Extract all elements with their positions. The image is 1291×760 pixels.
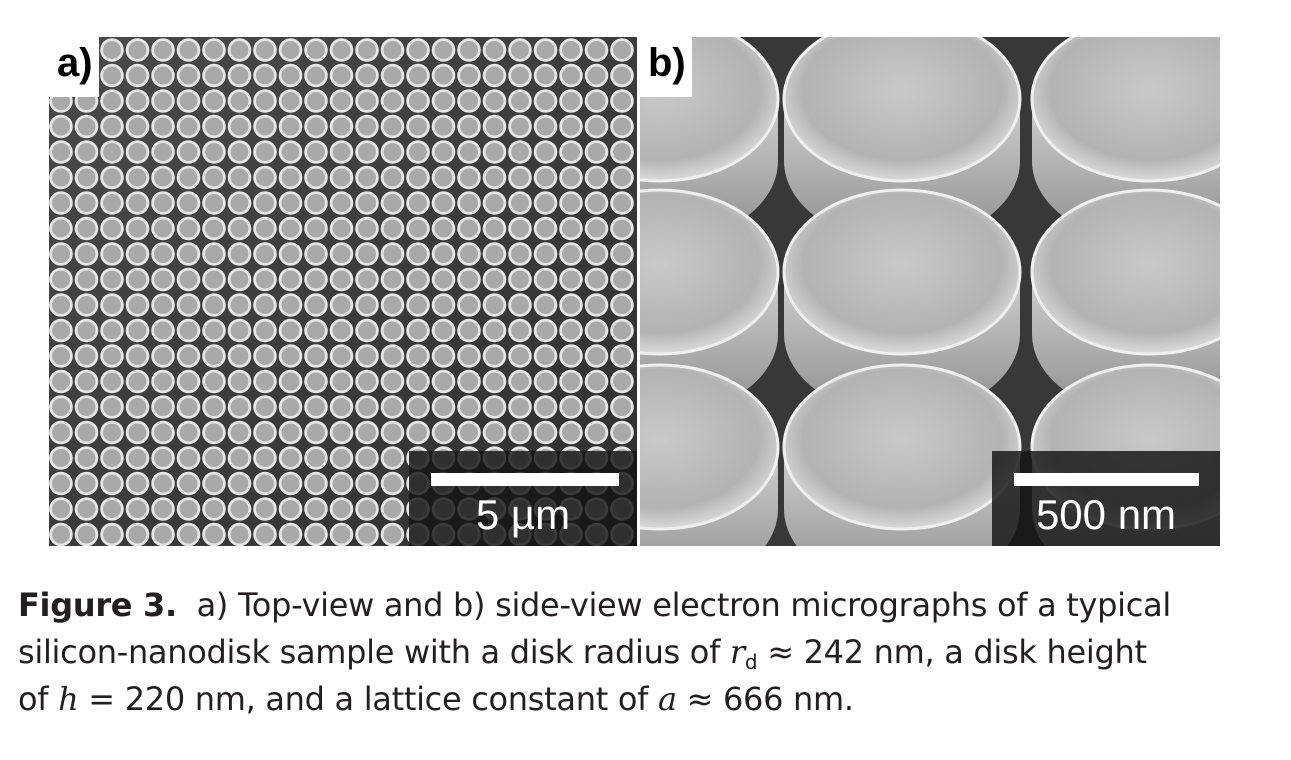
top-view-disk-array — [49, 37, 637, 546]
micrograph-top-view: a) 5 µm — [49, 37, 637, 546]
figure-caption: Figure 3. a) Top-view and b) side-view e… — [18, 582, 1273, 723]
micrograph-side-view: b) 500 nm — [640, 37, 1220, 546]
figure-label: Figure 3. — [18, 586, 177, 624]
caption-line-3: of h = 220 nm, and a lattice constant of… — [18, 680, 854, 718]
panel-b-label: b) — [640, 37, 692, 97]
scale-bar-b: 500 nm — [992, 451, 1220, 546]
scale-bar-b-line — [1014, 473, 1199, 486]
scale-bar-b-text: 500 nm — [1035, 491, 1177, 538]
caption-line-1: Figure 3. a) Top-view and b) side-view e… — [18, 586, 1171, 624]
panel-a-label: a) — [49, 37, 99, 97]
scale-bar-a: 5 µm — [409, 451, 637, 546]
scale-bar-a-line — [431, 473, 619, 486]
scale-bar-a-text: 5 µm — [475, 491, 571, 538]
caption-line-2: silicon-nanodisk sample with a disk radi… — [18, 633, 1147, 674]
